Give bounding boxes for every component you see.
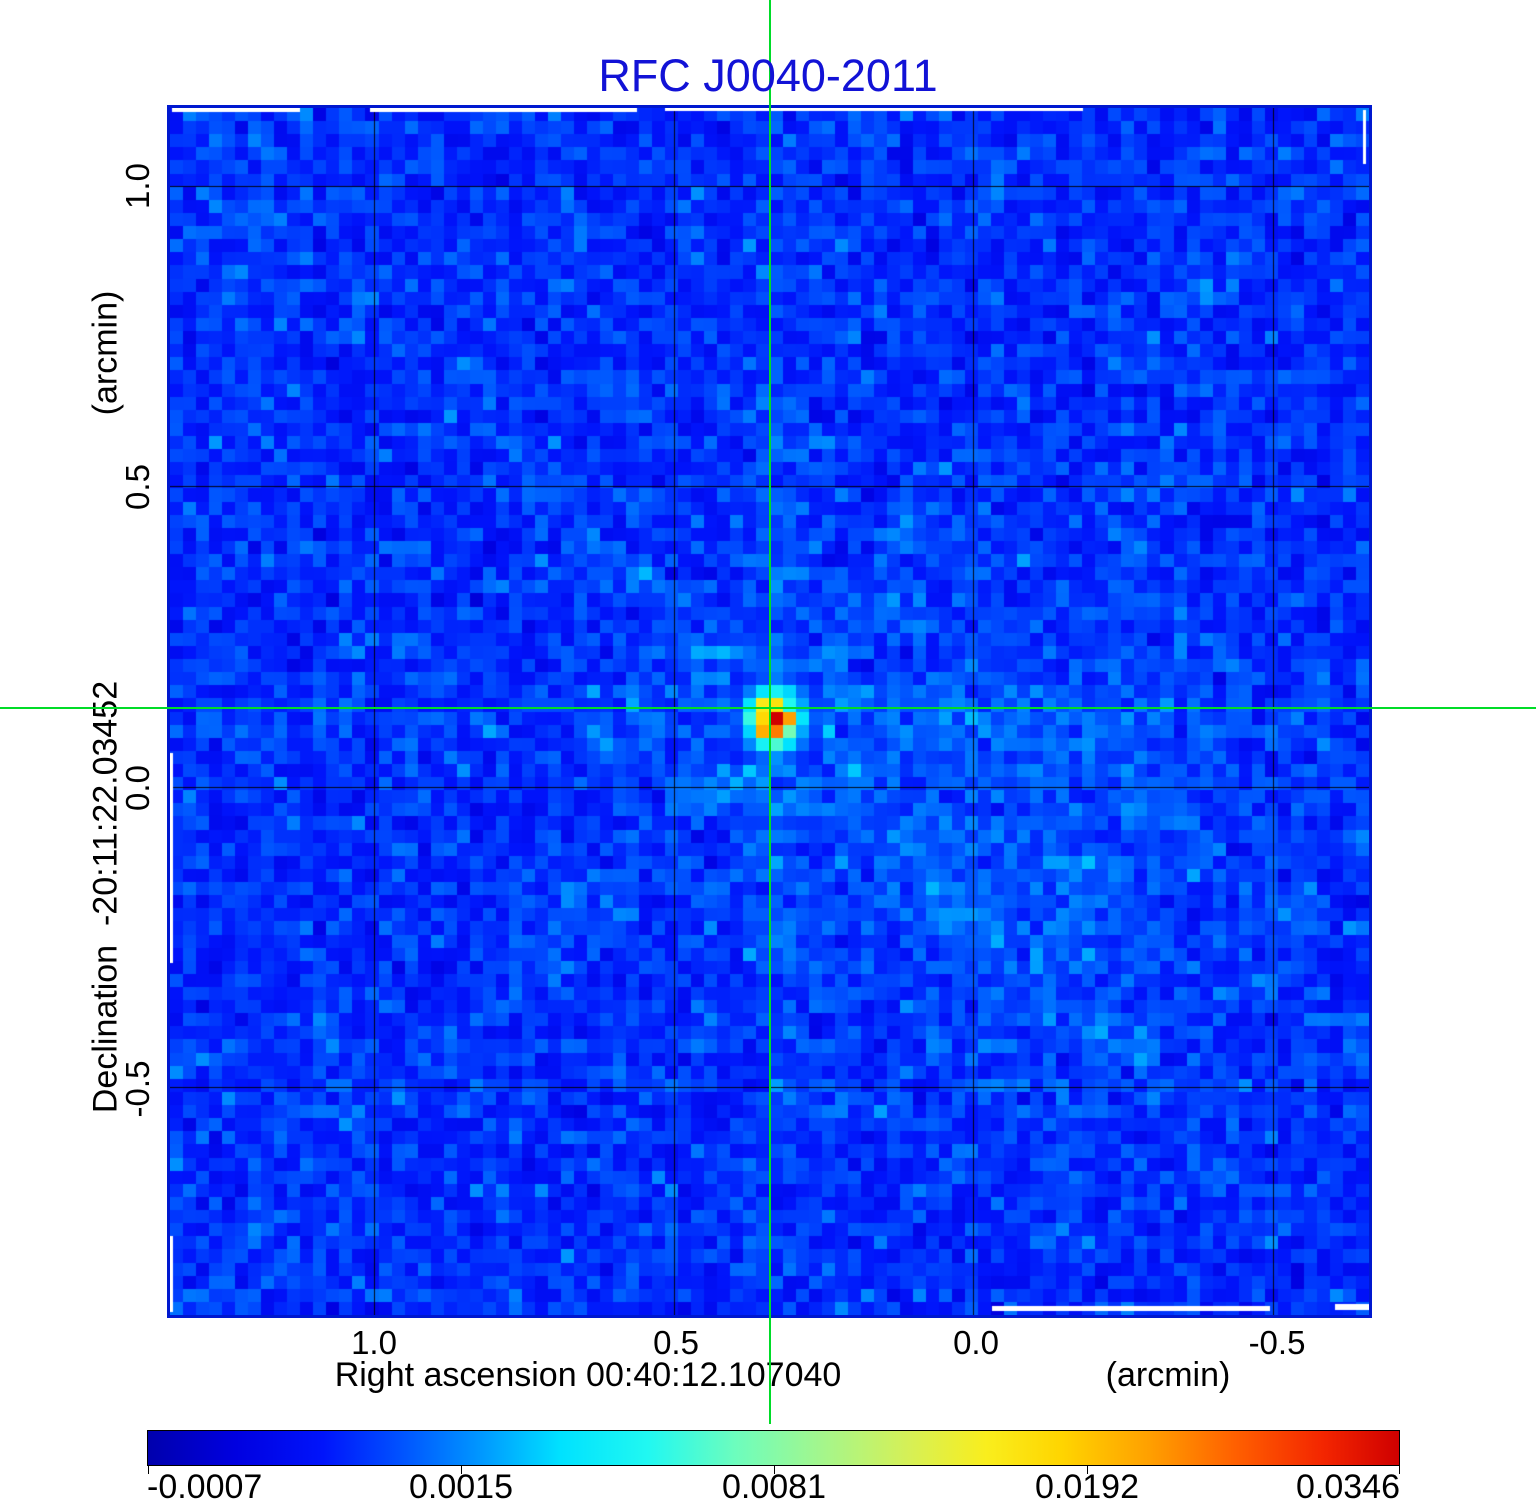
x-axis-title: Right ascension 00:40:12.107040 <box>334 1356 842 1394</box>
y-axis-tick-label: 1.0 <box>119 163 156 209</box>
colorbar-tick-label: 0.0192 <box>1035 1468 1139 1506</box>
x-axis-unit-label: (arcmin) <box>1105 1356 1231 1394</box>
x-axis-tick-label: 1.0 <box>351 1324 397 1361</box>
colorbar-tick <box>461 1466 462 1474</box>
y-axis-unit-label: (arcmin) <box>86 290 125 416</box>
x-axis-tick-label: -0.5 <box>1248 1324 1306 1361</box>
crosshair-horizontal-line <box>0 707 1536 709</box>
y-axis-tick-label: -0.5 <box>119 1060 156 1118</box>
colorbar-tick-label: 0.0081 <box>722 1468 826 1506</box>
figure-title: RFC J0040-2011 <box>598 50 938 101</box>
colorbar-tick <box>774 1466 775 1474</box>
colorbar-tick <box>1087 1466 1088 1474</box>
colorbar-tick <box>1399 1466 1400 1474</box>
colorbar-tick-label: 0.0346 <box>1296 1468 1400 1506</box>
x-axis-tick-label: 0.0 <box>953 1324 999 1361</box>
colorbar-tick-label: 0.0015 <box>409 1468 513 1506</box>
x-axis-tick-label: 0.5 <box>653 1324 699 1361</box>
y-axis-tick-label: 0.5 <box>119 464 156 510</box>
colorbar-tick <box>148 1466 149 1474</box>
crosshair-vertical-line <box>769 0 771 1424</box>
y-axis-title: Declination -20:11:22.03452 <box>86 680 125 1114</box>
colorbar-tick-label: -0.0007 <box>147 1468 263 1506</box>
colorbar <box>147 1430 1400 1466</box>
y-axis-tick-label: 0.0 <box>119 765 156 811</box>
colorbar-gradient <box>148 1431 1399 1465</box>
